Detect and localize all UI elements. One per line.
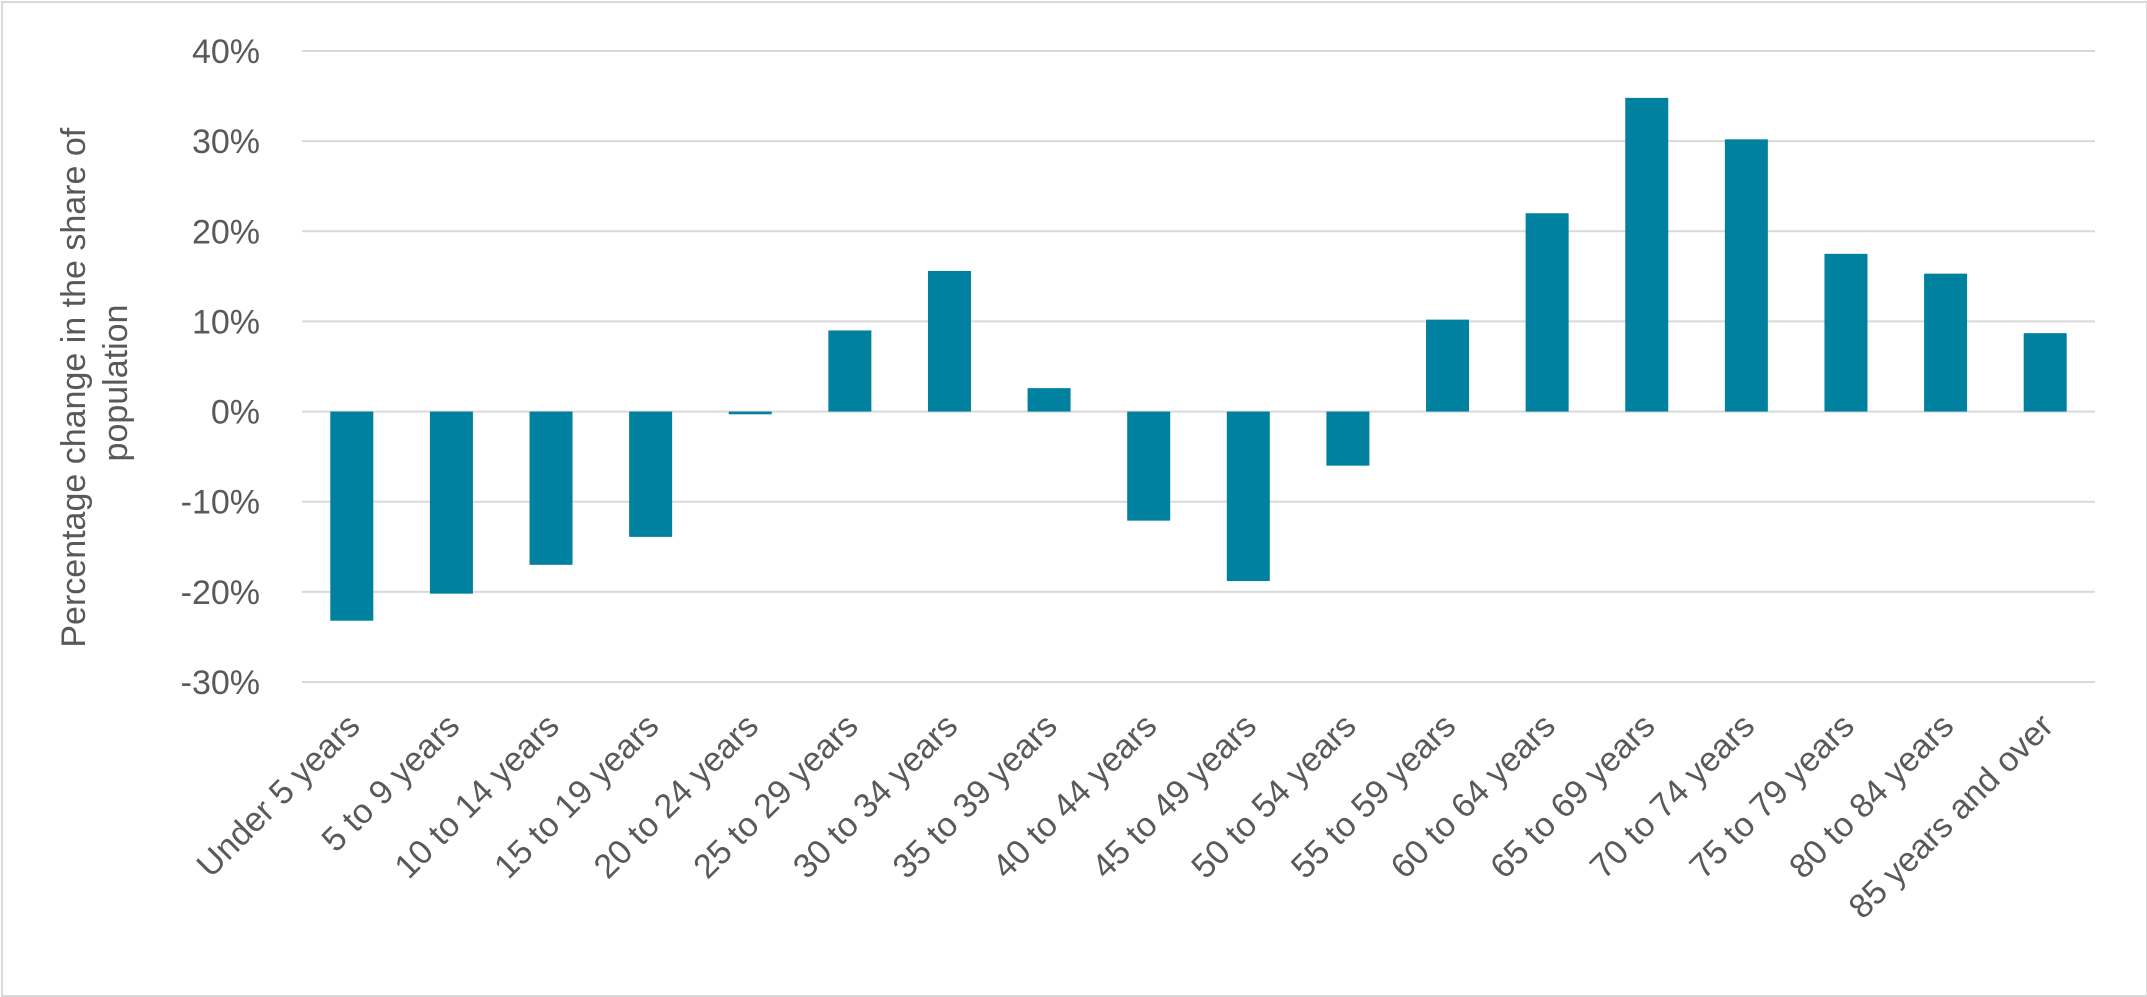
bar [529,411,573,565]
bar [1127,411,1171,521]
bars [330,97,2067,621]
y-tick-label: 30% [192,123,260,161]
bar [828,330,872,412]
bar [927,270,971,412]
y-axis-tick-labels: 40% 30% 20% 10% 0% -10% -20% -30% [181,33,260,702]
y-axis-title-line-2: population [97,305,135,462]
bar [1525,213,1569,412]
bar [2023,333,2067,412]
bar [429,411,473,594]
y-axis-title: Percentage change in the share of popula… [55,118,135,647]
bar [330,411,374,621]
y-tick-label: 10% [192,303,260,341]
bar [1824,253,1868,412]
y-tick-label: 0% [211,394,260,432]
bar [629,411,673,537]
gridlines [302,50,2095,683]
y-tick-label: -10% [181,484,260,522]
y-axis-title-line-1: Percentage change in the share of [55,127,93,647]
bar [1226,411,1270,582]
y-tick-label: -20% [181,574,260,612]
bar [728,411,772,415]
bar [1924,273,1968,412]
bar [1625,97,1669,412]
y-tick-label: 40% [192,33,260,71]
bar [1326,411,1370,466]
y-tick-label: 20% [192,213,260,251]
y-tick-label: -30% [181,664,260,702]
bar [1724,139,1768,412]
bar [1027,388,1071,412]
bar [1426,319,1470,412]
